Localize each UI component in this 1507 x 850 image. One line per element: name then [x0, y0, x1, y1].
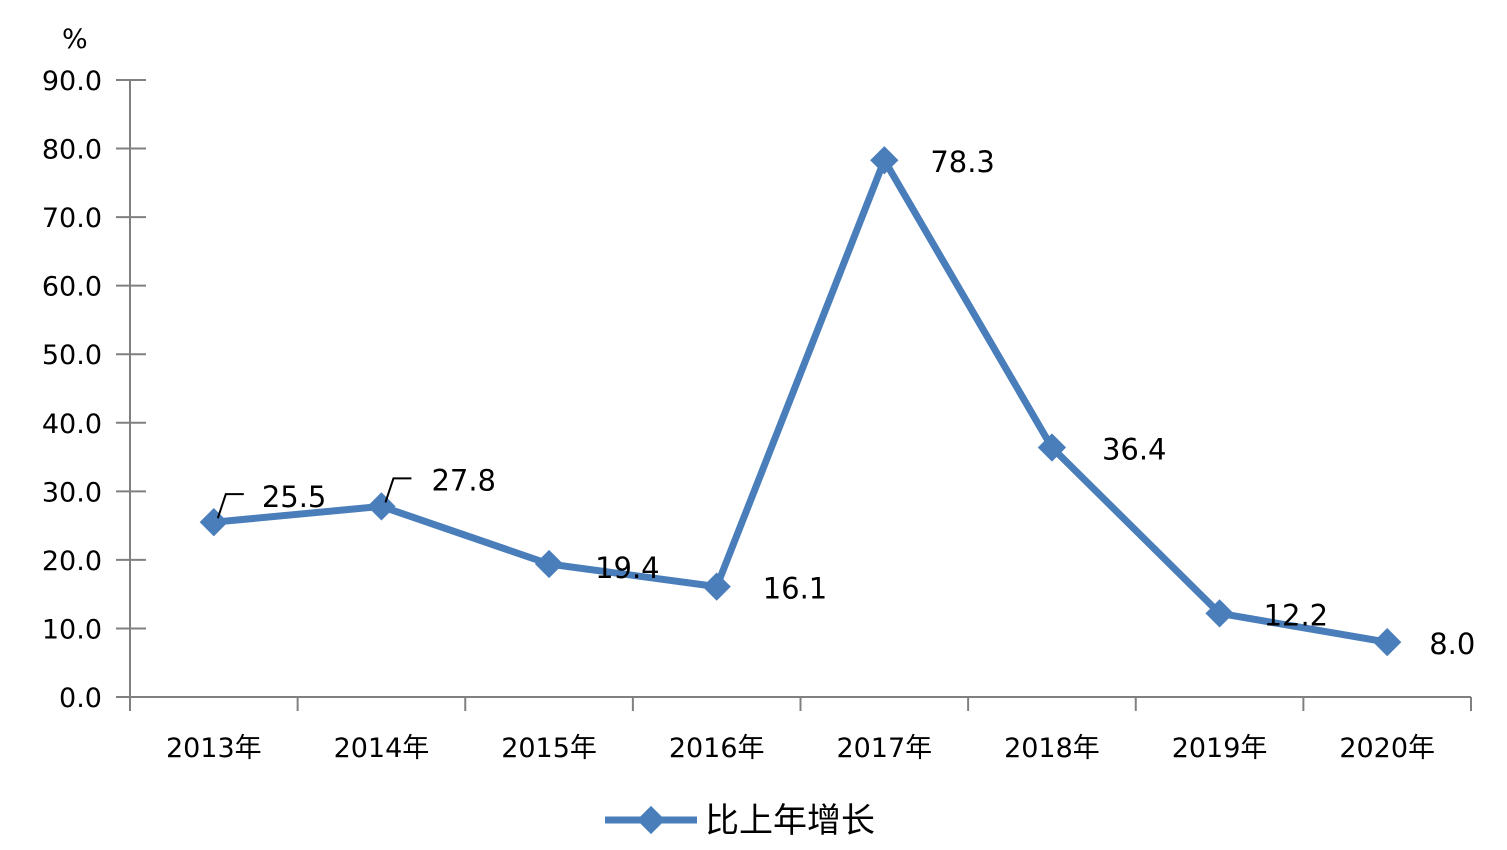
series-line: [210, 156, 1391, 646]
data-label: 27.8: [431, 463, 496, 497]
y-tick-label: 70.0: [42, 203, 102, 234]
data-label-leader: [216, 493, 244, 519]
data-labels-layer: 25.5 27.8 19.4 16.1 78.3 36.4 12.2 8.0: [216, 145, 1475, 661]
y-tick-label: 50.0: [42, 340, 102, 371]
legend-label: 比上年增长: [705, 801, 875, 841]
data-point-marker: [870, 146, 899, 175]
data-point-marker: [702, 572, 731, 601]
data-label: 16.1: [763, 572, 828, 606]
x-tick-label: 2020年: [1339, 733, 1435, 764]
x-tick-label: 2016年: [669, 733, 765, 764]
series-layer: [199, 146, 1402, 657]
data-label: 8.0: [1429, 627, 1475, 661]
x-tick-label: 2014年: [334, 733, 430, 764]
data-label: 78.3: [930, 145, 995, 179]
y-tick-label: 90.0: [42, 66, 102, 97]
y-tick-label: 30.0: [42, 477, 102, 508]
x-tick-label: 2013年: [166, 733, 262, 764]
data-point-marker: [1205, 599, 1234, 628]
data-point-marker: [534, 549, 564, 579]
x-tick-label: 2015年: [501, 733, 597, 764]
x-tick-label: 2018年: [1004, 733, 1100, 764]
data-label: 36.4: [1102, 432, 1167, 466]
axes: 0.0 10.0 20.0 30.0 40.0 50.0 60.0 70.0 80.0 90.0 2…: [42, 66, 1472, 764]
data-label: 25.5: [262, 480, 327, 514]
y-tick-label: 60.0: [42, 272, 102, 303]
legend-marker-swatch: [636, 805, 666, 835]
data-label-leader: [384, 477, 412, 503]
data-label: 19.4: [595, 551, 660, 585]
y-tick-label: 40.0: [42, 409, 102, 440]
data-label: 12.2: [1264, 598, 1329, 632]
data-point-marker: [367, 492, 396, 521]
x-tick-label: 2019年: [1172, 733, 1268, 764]
legend: 比上年增长: [605, 801, 875, 841]
y-tick-label: 20.0: [42, 546, 102, 577]
data-point-marker: [1373, 628, 1402, 657]
y-tick-label: 0.0: [59, 683, 102, 714]
x-tick-label: 2017年: [836, 733, 932, 764]
data-point-marker: [199, 508, 228, 537]
y-tick-label: 80.0: [42, 135, 102, 166]
y-axis-unit-label: %: [62, 24, 88, 55]
y-tick-label: 10.0: [42, 614, 102, 645]
data-point-marker: [1037, 433, 1067, 462]
